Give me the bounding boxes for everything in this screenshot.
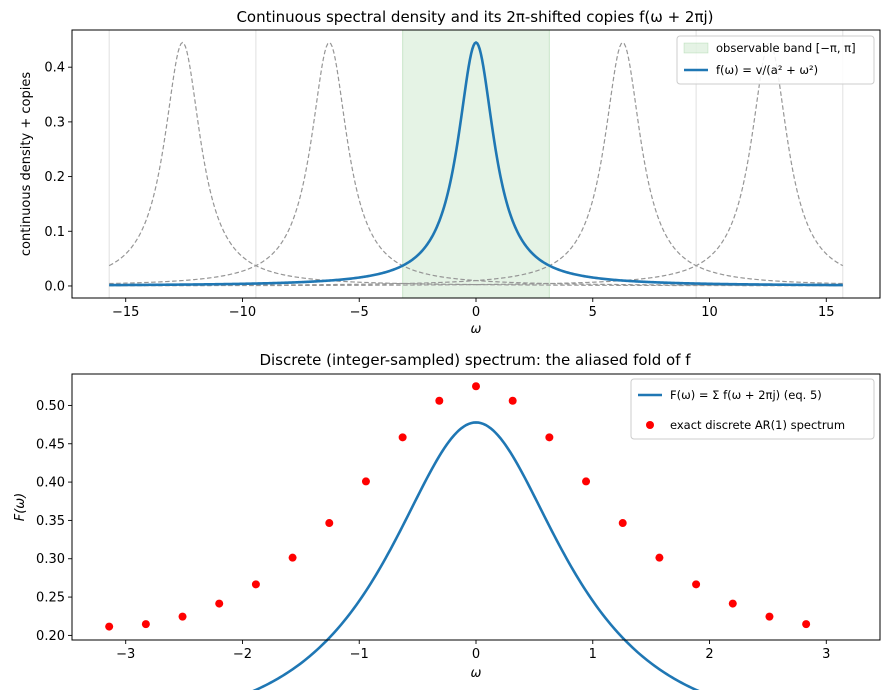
panel2-title: Discrete (integer-sampled) spectrum: the… <box>259 351 691 369</box>
legend-label-exact: exact discrete AR(1) spectrum <box>670 418 845 432</box>
panel2-ytick-label: 0.30 <box>36 552 65 567</box>
exact-spectrum-point <box>251 580 260 589</box>
panel2-xtick-label: −1 <box>350 647 369 662</box>
panel1-ytick-label: 0.2 <box>44 170 65 185</box>
panel2-legend: F(ω) = Σ f(ω + 2πj) (eq. 5) exact discre… <box>630 378 875 440</box>
legend-label-density: f(ω) = v/(a² + ω²) <box>716 63 818 77</box>
panel2-xlabel: ω <box>471 666 482 681</box>
panel2-ytick-label: 0.20 <box>36 629 65 644</box>
panel1-title: Continuous spectral density and its 2π-s… <box>236 8 713 26</box>
panel1-legend: observable band [−π, π] f(ω) = v/(a² + ω… <box>676 35 875 85</box>
panel1-y-ticks: 0.0 0.1 0.2 0.3 0.4 <box>44 61 72 294</box>
legend-label-band: observable band [−π, π] <box>716 41 856 55</box>
exact-spectrum-point <box>545 433 554 442</box>
panel1-xtick-label: 5 <box>589 305 597 320</box>
panel1-xtick-label: −15 <box>112 305 139 320</box>
exact-spectrum-point <box>508 396 517 405</box>
exact-spectrum-point <box>398 433 407 442</box>
panel1-ytick-label: 0.1 <box>44 225 65 240</box>
observable-band <box>402 30 550 298</box>
exact-spectrum-point <box>178 612 187 621</box>
legend-label-folded: F(ω) = Σ f(ω + 2πj) (eq. 5) <box>670 388 822 402</box>
panel-discrete-spectrum: Discrete (integer-sampled) spectrum: the… <box>13 351 881 694</box>
panel1-ytick-label: 0.4 <box>44 61 65 76</box>
panel2-ytick-label: 0.35 <box>36 514 65 529</box>
exact-spectrum-point <box>618 519 627 528</box>
exact-spectrum-point <box>692 580 701 589</box>
folded-spectrum-line <box>242 421 710 694</box>
panel2-ytick-label: 0.40 <box>36 476 65 491</box>
exact-spectrum-point <box>765 612 774 621</box>
panel2-xtick-label: −2 <box>233 647 252 662</box>
exact-spectrum-point <box>582 477 591 486</box>
panel1-xlabel: ω <box>471 322 482 337</box>
exact-spectrum-point <box>472 382 480 391</box>
panel2-xtick-label: −3 <box>116 647 135 662</box>
panel2-ytick-label: 0.25 <box>36 591 65 606</box>
panel1-plot-area <box>108 30 844 298</box>
panel2-ytick-label: 0.45 <box>36 437 65 452</box>
panel1-xtick-label: 15 <box>818 305 835 320</box>
panel1-xtick-label: −10 <box>229 305 256 320</box>
panel1-ytick-label: 0.3 <box>44 115 65 130</box>
panel2-ylabel: F(ω) <box>13 493 28 522</box>
exact-spectrum-point <box>728 599 737 608</box>
panel2-xtick-label: 3 <box>822 647 830 662</box>
legend-swatch-band <box>683 42 709 54</box>
exact-spectrum-point <box>215 599 224 608</box>
panel2-y-ticks: 0.20 0.25 0.30 0.35 0.40 0.45 0.50 <box>36 399 72 644</box>
panel2-ytick-label: 0.50 <box>36 399 65 414</box>
panel-continuous-density: Continuous spectral density and its 2π-s… <box>19 8 881 337</box>
panel1-xtick-label: −5 <box>350 305 369 320</box>
panel2-legend-box <box>630 378 875 440</box>
density-line <box>109 41 843 287</box>
panel2-xtick-label: 2 <box>705 647 713 662</box>
panel1-xtick-label: 10 <box>701 305 718 320</box>
panel2-xtick-label: 1 <box>589 647 597 662</box>
exact-spectrum-point <box>361 477 370 486</box>
shifted-copy-line <box>108 41 843 287</box>
panel2-plot-area <box>105 382 811 694</box>
legend-marker-exact <box>646 421 654 429</box>
exact-spectrum-point <box>288 553 297 562</box>
exact-spectrum-point <box>105 622 114 631</box>
exact-spectrum-point <box>802 620 811 629</box>
panel1-ylabel: continuous density + copies <box>19 72 34 256</box>
panel2-xtick-label: 0 <box>472 647 480 662</box>
panel1-legend-box <box>676 35 875 85</box>
exact-spectrum-point <box>141 620 150 629</box>
panel1-xtick-label: 0 <box>472 305 480 320</box>
exact-spectrum-point <box>325 519 334 528</box>
exact-spectrum-point <box>435 396 444 405</box>
panel2-x-ticks: −3 −2 −1 0 1 2 3 <box>116 640 830 662</box>
panel1-x-ticks: −15 −10 −5 0 5 10 15 <box>112 298 835 320</box>
panel1-ytick-label: 0.0 <box>44 279 65 294</box>
exact-spectrum-point <box>655 553 664 562</box>
